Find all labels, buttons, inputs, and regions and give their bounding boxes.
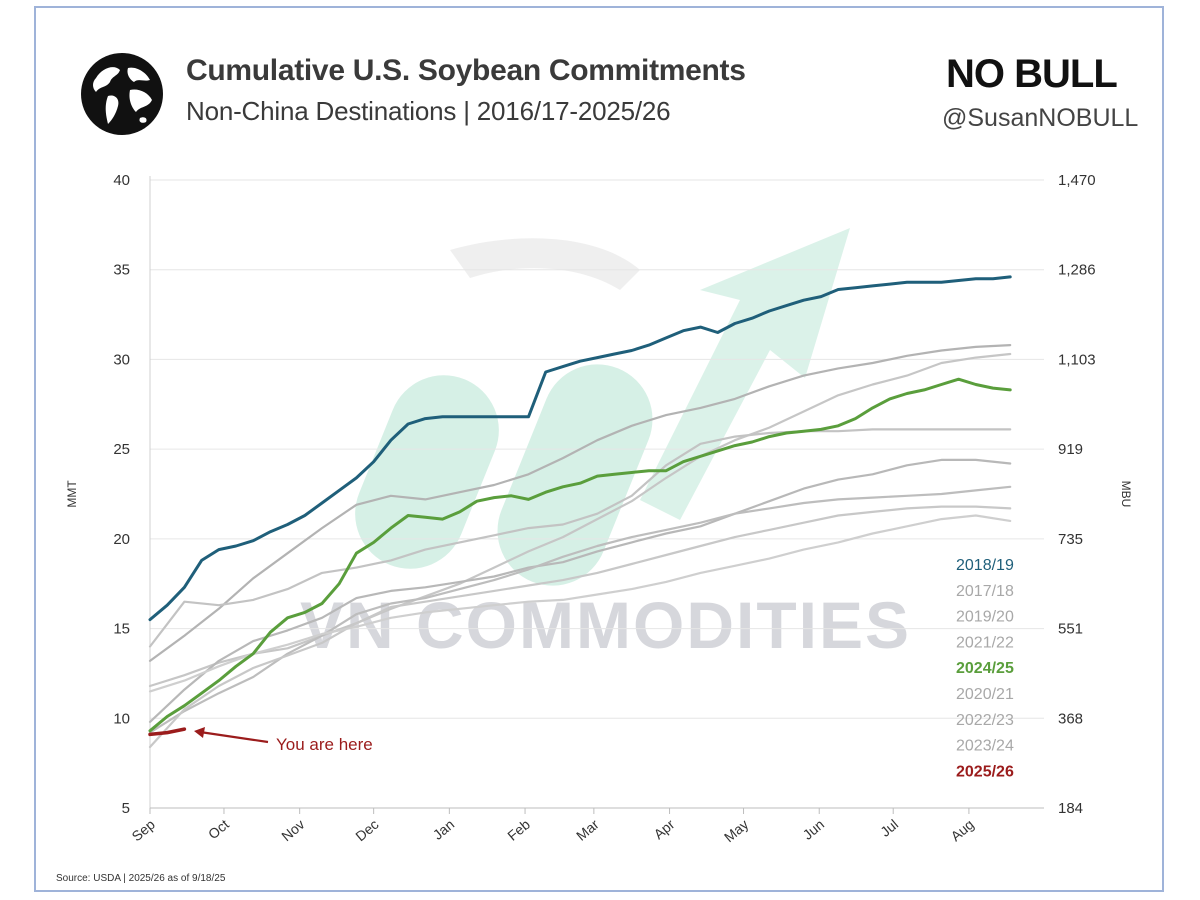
series-line-2019-20 xyxy=(148,352,1012,688)
y-tick-label: 10 xyxy=(113,710,130,727)
x-tick-label: Oct xyxy=(205,816,232,842)
chart-subtitle: Non-China Destinations | 2016/17-2025/26 xyxy=(186,96,671,126)
series-line-2020-21 xyxy=(148,428,1012,648)
you-are-here-annotation: You are here xyxy=(194,727,373,754)
series-line-2024-25 xyxy=(148,377,1012,733)
y-tick-label: 40 xyxy=(113,172,130,189)
watermark: VN COMMODITIES xyxy=(300,228,911,662)
legend-item-2024-25: 2024/25 xyxy=(956,660,1014,677)
y-axis-left: 5 10 15 20 25 30 35 40 MMT xyxy=(65,172,130,817)
watermark-text: VN COMMODITIES xyxy=(300,588,911,662)
x-tick-label: Jul xyxy=(877,816,901,840)
legend-item-2018-19: 2018/19 xyxy=(956,557,1014,574)
annotation-arrow xyxy=(199,730,269,744)
legend-item-2025-26: 2025/26 xyxy=(956,763,1014,780)
social-handle: @SusanNOBULL xyxy=(942,104,1139,132)
series-line-2025-26 xyxy=(148,727,187,737)
x-tick-label: Feb xyxy=(504,816,533,844)
y2-tick-label: 1,286 xyxy=(1058,262,1096,279)
y2-tick-label: 551 xyxy=(1058,621,1083,638)
annotation-label: You are here xyxy=(276,735,373,754)
y2-tick-label: 735 xyxy=(1058,531,1083,548)
legend-item-2020-21: 2020/21 xyxy=(956,686,1014,703)
legend-item-2023-24: 2023/24 xyxy=(956,738,1014,755)
x-tick-label: May xyxy=(721,816,752,845)
series-line-2023-24 xyxy=(148,505,1012,749)
series-line-2018-19 xyxy=(148,275,1012,622)
y2-tick-label: 1,103 xyxy=(1058,351,1096,368)
y2-tick-label: 1,470 xyxy=(1058,172,1096,189)
y-axis-right: 184 368 551 735 919 1,103 1,286 1,470 MBU xyxy=(1058,172,1133,817)
y2-tick-label: 184 xyxy=(1058,800,1083,817)
series-line-2022-23 xyxy=(148,485,1012,734)
legend-item-2022-23: 2022/23 xyxy=(956,712,1014,729)
y2-tick-label: 368 xyxy=(1058,710,1083,727)
brand-logo: NO BULL xyxy=(946,52,1118,96)
chart-frame xyxy=(34,6,1164,892)
y2-tick-label: 919 xyxy=(1058,441,1083,458)
x-tick-label: Nov xyxy=(278,816,307,844)
y-tick-label: 30 xyxy=(113,351,130,368)
series-line-2021-22 xyxy=(148,458,1012,724)
series-line-2017-18 xyxy=(148,344,1012,663)
x-tick-label: Jan xyxy=(430,816,458,843)
y-axis-title: MMT xyxy=(65,480,79,508)
series-lines xyxy=(148,275,1012,749)
x-tick-label: Apr xyxy=(651,816,678,842)
series-line-2016-17 xyxy=(148,514,1012,693)
legend-item-2019-20: 2019/20 xyxy=(956,609,1014,626)
y-tick-label: 20 xyxy=(113,531,130,548)
x-tick-label: Mar xyxy=(573,816,602,844)
x-tick-label: Aug xyxy=(947,816,976,844)
legend-item-2021-22: 2021/22 xyxy=(956,634,1014,651)
arrow-head xyxy=(194,727,205,738)
x-tick-label: Sep xyxy=(129,816,159,844)
x-tick-label: Jun xyxy=(800,816,828,843)
y-tick-label: 25 xyxy=(113,441,130,458)
y-tick-label: 35 xyxy=(113,262,130,279)
legend: 2018/19 2017/18 2019/20 2021/22 2024/25 2020/… xyxy=(956,557,1014,780)
legend-item-2017-18: 2017/18 xyxy=(956,583,1014,600)
chart-title: Cumulative U.S. Soybean Commitments xyxy=(186,54,746,87)
x-tick-label: Dec xyxy=(352,816,381,844)
y-tick-label: 15 xyxy=(113,621,130,638)
globe-icon xyxy=(81,53,163,135)
y2-axis-title: MBU xyxy=(1119,481,1133,508)
y-tick-label: 5 xyxy=(122,800,130,817)
source-note: Source: USDA | 2025/26 as of 9/18/25 xyxy=(56,873,226,884)
